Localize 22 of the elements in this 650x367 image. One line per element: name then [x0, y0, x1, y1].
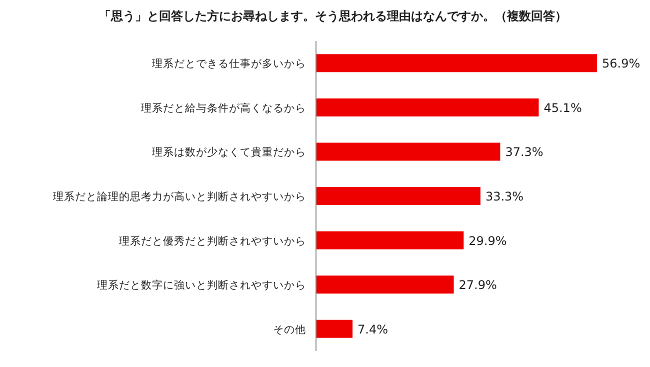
- data-label: 7.4%: [358, 322, 388, 336]
- data-label: 27.9%: [458, 278, 497, 292]
- y-tick-label: 理系だと給与条件が高くなるから: [141, 101, 306, 114]
- bar: [316, 276, 454, 294]
- data-label: 56.9%: [602, 56, 640, 71]
- bar: [316, 187, 480, 205]
- y-tick-label: 理系だと優秀だと判断されやすいから: [119, 234, 306, 248]
- y-tick-label: 理系だとできる仕事が多いから: [152, 57, 306, 70]
- data-label: 45.1%: [544, 100, 582, 115]
- data-label: 29.9%: [468, 234, 507, 248]
- bar: [316, 320, 353, 338]
- y-tick-label: 理系は数が少なくて貴重だから: [152, 146, 306, 159]
- y-tick-label: 理系だと論理的思考力が高いと判断されやすいから: [53, 190, 306, 203]
- bar: [316, 98, 539, 116]
- bar: [316, 231, 464, 250]
- bar: [316, 54, 597, 72]
- data-label: 33.3%: [485, 190, 524, 204]
- bar: [316, 142, 500, 161]
- data-label: 37.3%: [505, 145, 544, 160]
- y-tick-label: その他: [273, 324, 306, 336]
- chart-title: 「思う」と回答した方にお尋ねします。そう思われる理由はなんですか。（複数回答）: [99, 9, 567, 23]
- y-tick-label: 理系だと数字に強いと判断されやすいから: [97, 278, 306, 292]
